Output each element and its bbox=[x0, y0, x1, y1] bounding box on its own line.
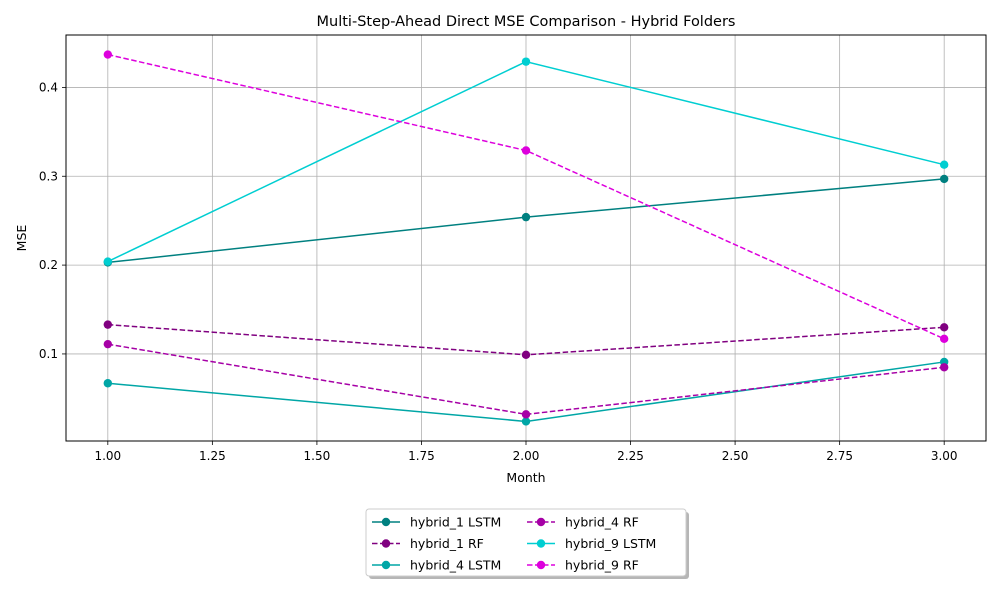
legend-items: hybrid_1 LSTM hybrid_1 RF hybrid_4 LSTM hyb… bbox=[372, 515, 656, 573]
legend-label: hybrid_4 RF bbox=[565, 515, 639, 530]
data-point-hybrid-4-rf bbox=[521, 410, 531, 419]
data-point-hybrid-9-rf bbox=[939, 334, 949, 344]
data-point-hybrid-4-lstm bbox=[521, 417, 531, 426]
series-hybrid-9-rf bbox=[103, 50, 949, 344]
legend-swatch-marker bbox=[381, 517, 391, 527]
x-tick-label: 2.00 bbox=[513, 449, 540, 463]
x-tick-label: 1.25 bbox=[199, 449, 226, 463]
legend-swatch-marker bbox=[381, 560, 391, 570]
y-axis-label: MSE bbox=[14, 225, 29, 252]
legend-item-hybrid-1-lstm: hybrid_1 LSTM bbox=[372, 515, 501, 530]
y-tick-label: 0.4 bbox=[39, 80, 58, 94]
x-ticks: 1.00 1.25 1.50 1.75 2.00 2.25 2.50 2.75 3.00 bbox=[94, 441, 958, 463]
data-point-hybrid-1-rf bbox=[103, 320, 113, 329]
legend-item-hybrid-9-rf: hybrid_9 RF bbox=[527, 558, 639, 573]
legend-item-hybrid-4-rf: hybrid_4 RF bbox=[527, 515, 639, 530]
legend-item-hybrid-4-lstm: hybrid_4 LSTM bbox=[372, 558, 501, 573]
legend-label: hybrid_4 LSTM bbox=[410, 558, 501, 573]
series-hybrid-9-lstm bbox=[103, 57, 949, 266]
data-point-hybrid-9-rf bbox=[103, 50, 113, 59]
chart-title: Multi-Step-Ahead Direct MSE Comparison -… bbox=[317, 14, 736, 30]
data-point-hybrid-4-rf bbox=[939, 363, 949, 372]
x-tick-label: 3.00 bbox=[931, 449, 958, 463]
legend-swatch-marker bbox=[536, 539, 546, 548]
x-axis-label: Month bbox=[506, 470, 545, 485]
data-point-hybrid-1-lstm bbox=[939, 174, 949, 184]
legend-label: hybrid_1 LSTM bbox=[410, 515, 501, 530]
series-hybrid-1-rf bbox=[103, 320, 949, 360]
data-point-hybrid-9-rf bbox=[521, 146, 531, 155]
data-point-hybrid-9-lstm bbox=[521, 57, 531, 66]
legend-swatch-marker bbox=[536, 517, 546, 527]
legend-item-hybrid-1-rf: hybrid_1 RF bbox=[372, 536, 484, 551]
x-tick-label: 1.75 bbox=[408, 449, 435, 463]
legend-label: hybrid_9 RF bbox=[565, 558, 639, 573]
x-tick-label: 1.00 bbox=[94, 449, 121, 463]
series-hybrid-4-rf bbox=[103, 339, 949, 419]
data-point-hybrid-9-lstm bbox=[103, 257, 113, 266]
data-point-hybrid-1-rf bbox=[939, 323, 949, 332]
y-ticks: 0.1 0.2 0.3 0.4 bbox=[39, 80, 66, 361]
legend-item-hybrid-9-lstm: hybrid_9 LSTM bbox=[527, 536, 656, 551]
data-point-hybrid-4-lstm bbox=[103, 379, 113, 388]
data-point-hybrid-1-lstm bbox=[521, 212, 531, 222]
series-layer bbox=[103, 50, 949, 426]
legend-box bbox=[365, 508, 687, 577]
legend-swatch-marker bbox=[381, 539, 391, 548]
data-point-hybrid-4-rf bbox=[103, 339, 113, 349]
x-tick-label: 2.75 bbox=[826, 449, 853, 463]
data-point-hybrid-9-lstm bbox=[939, 160, 949, 169]
legend-label: hybrid_1 RF bbox=[410, 536, 484, 551]
y-tick-label: 0.1 bbox=[39, 347, 58, 361]
x-tick-label: 1.50 bbox=[304, 449, 331, 463]
legend-swatch-marker bbox=[536, 560, 546, 570]
x-tick-label: 2.25 bbox=[617, 449, 644, 463]
x-tick-label: 2.50 bbox=[722, 449, 749, 463]
y-tick-label: 0.3 bbox=[39, 169, 58, 183]
data-point-hybrid-1-rf bbox=[521, 350, 531, 360]
legend: hybrid_1 LSTM hybrid_1 RF hybrid_4 LSTM hyb… bbox=[365, 508, 689, 579]
legend-label: hybrid_9 LSTM bbox=[565, 536, 656, 551]
y-tick-label: 0.2 bbox=[39, 258, 58, 272]
